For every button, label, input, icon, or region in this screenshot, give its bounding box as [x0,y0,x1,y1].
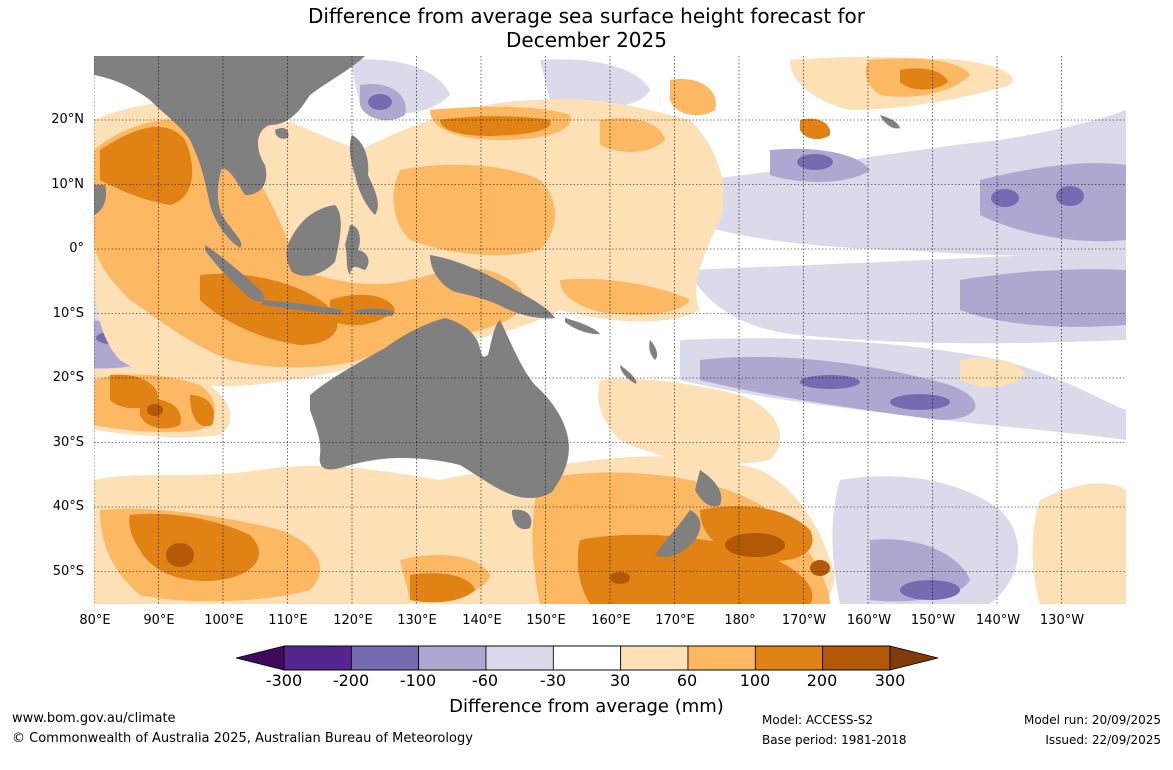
new-guinea [430,255,555,319]
anomaly-pos60 [94,58,970,604]
lon-label-150w: 150°W [910,613,956,628]
graticule [94,56,1126,604]
lon-label-150e: 150°E [526,613,566,628]
colorbar-title: Difference from average (mm) [449,696,724,717]
lon-label-130w: 130°W [1039,613,1085,628]
title-line-2: December 2025 [506,28,667,52]
lon-label-140e: 140°E [462,613,502,628]
lat-label-20s: 20°S [52,370,84,385]
java [262,300,342,315]
map-title: Difference from average sea surface heig… [0,4,1173,52]
taiwan-hainan [275,127,289,139]
anomaly-pos200 [147,404,830,584]
india-tip [94,185,107,215]
lat-label-20n: 20°N [51,112,84,127]
colorbar-cell [620,645,689,671]
base-period: Base period: 1981-2018 [762,733,907,747]
colorbar-high-extend [889,645,939,671]
colorbar-low-extend [235,645,285,671]
title-line-1: Difference from average sea surface heig… [307,4,866,28]
colorbar-cell [552,645,622,671]
website-link[interactable]: www.bom.gov.au/climate [12,711,176,726]
hawaii [880,115,900,129]
new-caledonia [620,365,637,384]
colorbar-tick-100: 100 [739,671,771,690]
issued-date: Issued: 22/09/2025 [1045,733,1161,747]
lat-label-40s: 40°S [52,499,84,514]
lon-label-160e: 160°E [591,613,631,628]
lon-label-180: 180° [724,613,756,628]
lon-label-90e: 90°E [143,613,175,628]
colorbar-tick-30: 30 [609,671,631,690]
tasmania [512,509,532,530]
anomaly-neg100 [96,94,1084,600]
colorbar-tick-neg30: -30 [539,671,567,690]
lon-label-120e: 120°E [333,613,373,628]
lat-label-10n: 10°N [51,177,84,192]
lon-label-80e: 80°E [79,613,111,628]
lat-label-50s: 50°S [52,564,84,579]
land [94,56,900,557]
colorbar-tick-200: 200 [806,671,838,690]
lon-label-110e: 110°E [268,613,308,628]
lon-label-100e: 100°E [204,613,244,628]
lon-label-140w: 140°W [975,613,1021,628]
colorbar-frame [283,645,891,671]
colorbar-tick-60: 60 [676,671,698,690]
colorbar-cell [485,645,554,671]
lon-label-160w: 160°W [846,613,892,628]
timor [355,308,395,316]
colorbar-tick-300: 300 [874,671,906,690]
asia-mainland [94,56,365,248]
lon-label-130e: 130°E [397,613,437,628]
sulawesi [345,225,369,275]
borneo [286,205,341,276]
lat-label-0: 0° [69,241,84,256]
colorbar-tick-neg100: -100 [399,671,437,690]
lon-label-170w: 170°W [781,613,827,628]
australia [310,318,569,498]
lat-label-30s: 30°S [52,435,84,450]
copyright-text: © Commonwealth of Australia 2025, Austra… [12,731,473,746]
colorbar-cell [418,645,487,671]
lat-label-10s: 10°S [52,306,84,321]
solomon-islands [565,318,600,335]
map-area [94,56,1126,604]
vanuatu-fiji [649,340,658,360]
colorbar-tick-neg60: -60 [471,671,499,690]
colorbar-cell [687,645,756,671]
nz-south [655,510,701,557]
colorbar-cell [283,645,352,671]
colorbar-cell [822,645,891,671]
colorbar-cells [283,645,891,671]
colorbar-tick-neg200: -200 [332,671,370,690]
colorbar-tick-neg300: -300 [265,671,303,690]
model-run-date: Model run: 20/09/2025 [1023,713,1161,727]
philippines [349,135,378,215]
nz-north [695,470,722,507]
colorbar-cell [754,645,824,671]
colorbar-cell [350,645,420,671]
lon-label-170e: 170°E [655,613,695,628]
colorbar [235,645,939,671]
model-name: Model: ACCESS-S2 [762,713,874,727]
sumatra [205,245,265,302]
